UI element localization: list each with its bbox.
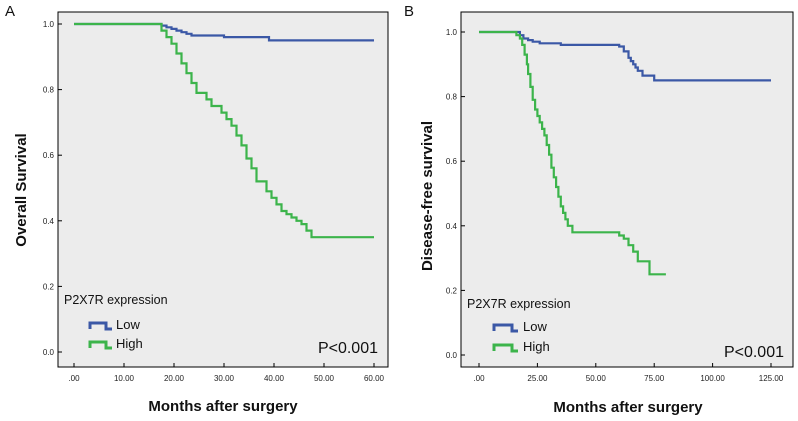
legend-low-label: Low [116, 317, 140, 332]
x-tick-label: 50.00 [586, 374, 607, 383]
panel-b-p-value: P<0.001 [724, 344, 784, 361]
panel-a-plot-area [57, 11, 389, 368]
x-tick-label: 20.00 [164, 374, 185, 383]
legend-high-swatch [88, 340, 112, 350]
x-tick-label: 60.00 [364, 374, 385, 383]
x-tick-label: 30.00 [214, 374, 235, 383]
panel-b-y-axis: 0.0 0.2 0.4 0.6 0.8 1.0 [446, 28, 465, 360]
panel-b-x-axis: .00 25.00 50.00 75.00 100.00 125.00 [473, 363, 784, 383]
km-curve-high [479, 30, 666, 276]
panel-b-x-axis-title: Months after surgery [553, 399, 703, 416]
x-tick-label: 50.00 [314, 374, 335, 383]
panel-a-p-value: P<0.001 [318, 340, 378, 357]
y-tick-label: 0.2 [446, 286, 458, 295]
x-tick-label: 100.00 [700, 374, 725, 383]
legend-low-swatch [492, 323, 518, 333]
legend-low-label: Low [523, 319, 547, 334]
legend-low-swatch [88, 321, 112, 331]
x-tick-label: 25.00 [527, 374, 548, 383]
panel-a-x-axis-title: Months after surgery [148, 398, 298, 415]
panel-a-y-axis: 0.0 0.2 0.4 0.6 0.8 1.0 [43, 20, 62, 357]
y-tick-label: 1.0 [446, 28, 458, 37]
x-tick-label: 10.00 [114, 374, 135, 383]
km-curve-high [74, 22, 374, 239]
y-tick-label: 0.2 [43, 282, 55, 291]
x-tick-label: 75.00 [644, 374, 665, 383]
km-curve-low [479, 30, 771, 82]
legend-high-swatch [492, 343, 518, 353]
legend-high-label: High [116, 336, 143, 351]
panel-a-legend-title: P2X7R expression [64, 293, 168, 307]
y-tick-label: 0.4 [446, 222, 458, 231]
x-tick-label: .00 [473, 374, 485, 383]
panel-a-curves [74, 22, 374, 239]
panel-b-legend-title: P2X7R expression [467, 297, 571, 311]
panel-a-y-axis-title: Overall Survival [13, 133, 30, 246]
panel-a-label: A [5, 3, 15, 20]
panel-a-legend-low: Low [88, 317, 140, 332]
panel-a-legend-high: High [88, 336, 143, 351]
panel-b-legend-low: Low [492, 319, 547, 334]
panel-b-plot-area [460, 11, 794, 368]
panel-b-legend-high: High [492, 339, 550, 354]
y-tick-label: 0.8 [43, 86, 55, 95]
x-tick-label: 125.00 [759, 374, 784, 383]
y-tick-label: 0.0 [43, 348, 55, 357]
y-tick-label: 0.8 [446, 93, 458, 102]
y-tick-label: 0.6 [446, 157, 458, 166]
panel-b-curves [479, 30, 771, 276]
panel-a-x-axis: .00 10.00 20.00 30.00 40.00 50.00 60.00 [68, 363, 385, 383]
panel-a-overall-survival: A 0.0 0.2 0.4 0.6 0.8 1.0 .00 10.00 20.00 30.00 4… [5, 3, 389, 415]
km-curve-low [74, 22, 374, 42]
y-tick-label: 0.0 [446, 351, 458, 360]
panel-b-disease-free-survival: B 0.0 0.2 0.4 0.6 0.8 1.0 .00 25.00 50.00 75.00 1… [404, 3, 794, 416]
x-tick-label: .00 [68, 374, 80, 383]
y-tick-label: 1.0 [43, 20, 55, 29]
y-tick-label: 0.4 [43, 217, 55, 226]
panel-b-y-axis-title: Disease-free survival [419, 121, 436, 271]
panel-b-label: B [404, 3, 414, 20]
legend-high-label: High [523, 339, 550, 354]
x-tick-label: 40.00 [264, 374, 285, 383]
y-tick-label: 0.6 [43, 151, 55, 160]
